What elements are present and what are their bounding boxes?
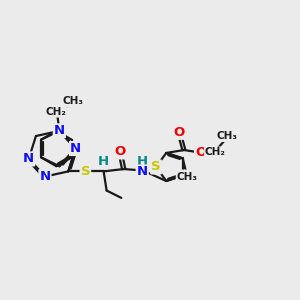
Text: CH₃: CH₃ xyxy=(63,96,84,106)
Text: H: H xyxy=(137,155,148,168)
Text: CH₃: CH₃ xyxy=(177,172,198,182)
Text: N: N xyxy=(39,170,50,183)
Text: N: N xyxy=(70,142,81,155)
Text: O: O xyxy=(195,146,206,159)
Text: N: N xyxy=(23,152,34,165)
Text: N: N xyxy=(54,124,65,137)
Text: CH₂: CH₂ xyxy=(45,107,66,117)
Text: N: N xyxy=(177,171,188,184)
Text: H: H xyxy=(98,154,109,168)
Text: CH₃: CH₃ xyxy=(217,131,238,141)
Text: O: O xyxy=(115,146,126,158)
Text: CH₂: CH₂ xyxy=(205,147,226,158)
Text: S: S xyxy=(151,160,161,173)
Text: N: N xyxy=(137,166,148,178)
Text: O: O xyxy=(174,126,185,139)
Text: S: S xyxy=(81,165,90,178)
